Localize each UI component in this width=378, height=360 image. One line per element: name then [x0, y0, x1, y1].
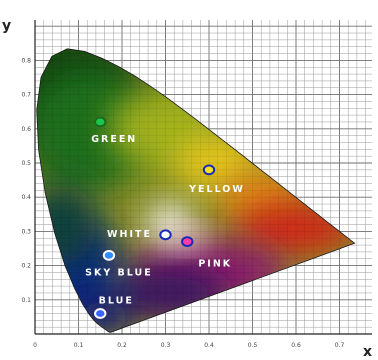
- y-tick-label: 0.1: [21, 297, 31, 304]
- y-tick-label: 0.3: [21, 228, 31, 235]
- point-marker: [159, 229, 172, 241]
- data-point-green: GREEN: [91, 116, 137, 145]
- point-label: GREEN: [91, 134, 137, 145]
- y-axis-label: y: [2, 18, 11, 34]
- y-tick-label: 0.8: [21, 57, 31, 64]
- point-marker: [94, 308, 107, 319]
- y-tick-label: 0.7: [21, 92, 31, 99]
- point-label: SKY BLUE: [85, 267, 153, 278]
- point-label: PINK: [198, 259, 232, 270]
- y-tick-label: 0.6: [21, 126, 31, 133]
- point-marker: [102, 249, 116, 261]
- data-points: BLUE SKY BLUE WHITE PINK GREEN YELLOW: [85, 116, 245, 319]
- spectral-locus-outline: [36, 48, 356, 333]
- x-tick-label: 0.2: [117, 342, 127, 349]
- x-axis-label: x: [363, 344, 372, 360]
- x-tick-label: 0: [33, 342, 37, 349]
- point-marker: [94, 116, 107, 128]
- x-tick-label: 0.4: [204, 342, 214, 349]
- data-point-blue: BLUE: [94, 295, 134, 319]
- x-tick-label: 0.1: [74, 342, 84, 349]
- data-point-yellow: YELLOW: [188, 164, 245, 195]
- x-tick-label: 0.7: [335, 342, 345, 349]
- x-tick-label: 0.5: [248, 342, 258, 349]
- point-label: WHITE: [107, 229, 152, 240]
- axes: [34, 20, 372, 335]
- x-tick-label: 0.3: [161, 342, 171, 349]
- data-point-pink: PINK: [181, 236, 232, 270]
- x-tick-label: 0.6: [291, 342, 301, 349]
- y-tick-label: 0.2: [21, 263, 31, 270]
- y-tick-label: 0.5: [21, 160, 31, 167]
- point-label: YELLOW: [188, 184, 245, 195]
- tick-labels: 0 0.1 0.2 0.3 0.4 0.5 0.6 0.7 0.1 0.2 0.3 0.4 0.5 0.6…: [21, 57, 344, 349]
- data-point-white: WHITE: [107, 229, 172, 241]
- point-marker: [181, 236, 194, 248]
- data-point-sky-blue: SKY BLUE: [85, 249, 153, 278]
- point-marker: [202, 164, 216, 176]
- y-tick-label: 0.4: [21, 194, 31, 201]
- point-label: BLUE: [99, 295, 134, 306]
